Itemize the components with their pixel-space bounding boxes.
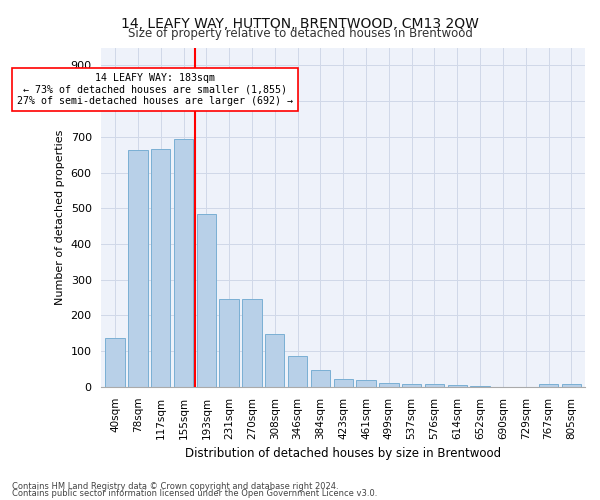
Bar [539,384,558,387]
Y-axis label: Number of detached properties: Number of detached properties [55,130,65,305]
Bar [379,383,398,387]
Text: 14 LEAFY WAY: 183sqm
← 73% of detached houses are smaller (1,855)
27% of semi-de: 14 LEAFY WAY: 183sqm ← 73% of detached h… [17,72,293,106]
Bar [151,148,170,387]
Bar [356,380,376,387]
Bar [562,384,581,387]
X-axis label: Distribution of detached houses by size in Brentwood: Distribution of detached houses by size … [185,447,501,460]
Bar [128,150,148,387]
Bar [334,379,353,387]
Bar [425,384,444,387]
Bar [174,140,193,387]
Bar [288,356,307,387]
Bar [220,299,239,387]
Bar [106,338,125,387]
Bar [448,384,467,387]
Bar [311,370,330,387]
Bar [242,299,262,387]
Text: Contains HM Land Registry data © Crown copyright and database right 2024.: Contains HM Land Registry data © Crown c… [12,482,338,491]
Bar [402,384,421,387]
Text: Contains public sector information licensed under the Open Government Licence v3: Contains public sector information licen… [12,490,377,498]
Bar [265,334,284,387]
Text: 14, LEAFY WAY, HUTTON, BRENTWOOD, CM13 2QW: 14, LEAFY WAY, HUTTON, BRENTWOOD, CM13 2… [121,18,479,32]
Bar [197,214,216,387]
Text: Size of property relative to detached houses in Brentwood: Size of property relative to detached ho… [128,28,472,40]
